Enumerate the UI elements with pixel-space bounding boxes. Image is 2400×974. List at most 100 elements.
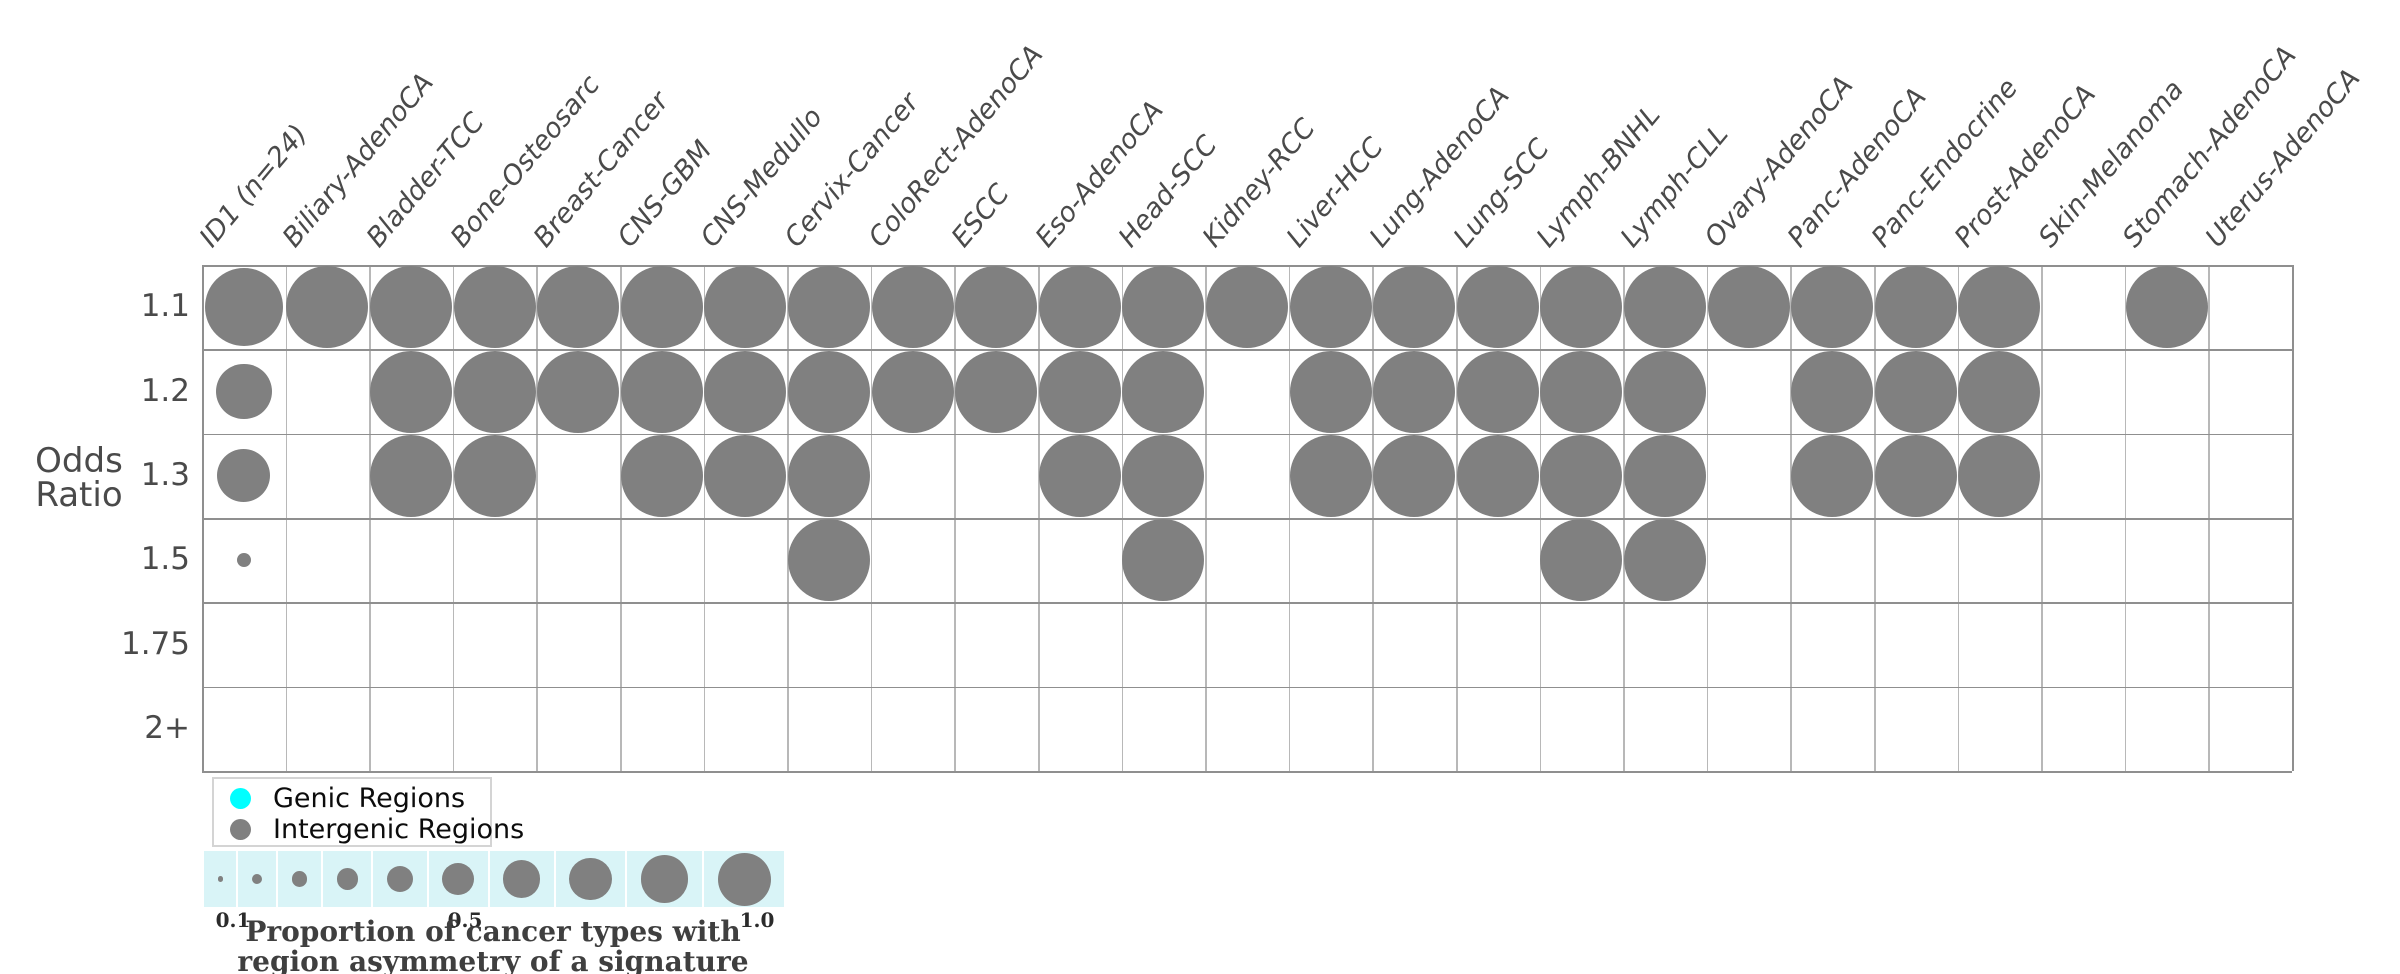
bubble-1.3-cervix-cancer <box>788 434 870 517</box>
bubble-1.2-id1-n-24- <box>215 363 272 420</box>
vertical-gridline <box>2292 265 2294 771</box>
bubble-1.2-escc <box>955 350 1038 433</box>
size-legend-cell-0.8 <box>555 851 626 907</box>
bubble-1.5-head-scc <box>1122 519 1205 602</box>
size-legend-caption-line2: region asymmetry of a signature <box>237 944 749 974</box>
size-legend-dot-0.1 <box>217 876 223 882</box>
bubble-1.5-lymph-bnhl <box>1540 519 1623 602</box>
horizontal-gridline <box>202 265 2292 267</box>
size-legend-cell-0.7 <box>489 851 554 907</box>
column-header-uterus-adenoca: Uterus-AdenoCA <box>2199 63 2367 254</box>
genic-regions-dot-icon <box>230 788 251 809</box>
horizontal-gridline <box>202 518 2292 520</box>
size-legend-cell-0.3 <box>278 851 321 907</box>
bubble-1.1-id1-n-24- <box>204 268 283 347</box>
bubble-1.3-bone-osteosarc <box>453 434 536 517</box>
bubble-1.3-bladder-tcc <box>370 434 452 517</box>
column-header-ovary-adenoca: Ovary-AdenoCA <box>1698 70 1859 254</box>
bubble-1.2-panc-adenoca <box>1791 350 1874 433</box>
bubble-1.2-lymph-cll <box>1624 350 1706 433</box>
bubble-1.2-cns-medullo <box>704 350 787 433</box>
size-legend-tick-1.0: 1.0 <box>739 908 775 932</box>
size-legend-cell-0.5 <box>373 851 427 907</box>
y-axis-title: Odds Ratio <box>14 444 144 512</box>
bubble-1.5-cervix-cancer <box>788 519 870 602</box>
size-legend-dot-0.6 <box>442 863 475 895</box>
y-tick-label-1.75: 1.75 <box>120 625 190 662</box>
legend-item-intergenic: Intergenic Regions <box>230 814 524 845</box>
size-legend-cell-0.4 <box>322 851 372 907</box>
bubble-1.1-biliary-adenoca <box>286 266 369 349</box>
size-legend-dot-0.9 <box>640 855 689 903</box>
bubble-1.2-liver-hcc <box>1289 350 1372 433</box>
bubble-1.2-eso-adenoca <box>1038 350 1121 433</box>
size-legend-dot-1 <box>717 852 771 906</box>
size-legend-strip <box>204 851 785 907</box>
column-header-panc-endocrine: Panc-Endocrine <box>1865 72 2025 254</box>
y-tick-label-1.2: 1.2 <box>140 372 190 409</box>
bubble-1.3-cns-gbm <box>620 434 703 517</box>
bubble-1.1-panc-endocrine <box>1874 266 1957 349</box>
bubble-1.1-lung-adenoca <box>1373 266 1456 349</box>
size-legend-dot-0.2 <box>251 873 263 885</box>
size-legend-dot-0.4 <box>336 868 358 890</box>
bubble-1.2-lymph-bnhl <box>1540 350 1623 433</box>
size-legend-dot-0.7 <box>503 860 541 898</box>
bubble-1.1-panc-adenoca <box>1791 266 1874 349</box>
bubble-1.2-cervix-cancer <box>788 350 870 433</box>
bubble-1.1-ovary-adenoca <box>1707 266 1790 349</box>
size-legend-cell-0.2 <box>238 851 277 907</box>
horizontal-gridline <box>202 686 2292 689</box>
size-legend-cell-0.1 <box>204 851 237 907</box>
bubble-1.2-bladder-tcc <box>370 350 452 433</box>
horizontal-gridline <box>202 771 2292 773</box>
bubble-1.1-prost-adenoca <box>1958 266 2041 349</box>
bubble-1.3-lymph-cll <box>1624 434 1706 517</box>
bubble-1.2-head-scc <box>1122 350 1205 433</box>
y-axis-title-line2: Ratio <box>35 475 123 515</box>
bubble-1.1-breast-cancer <box>537 266 620 349</box>
bubble-1.2-colorect-adenoca <box>871 350 954 433</box>
bubble-1.1-stomach-adenoca <box>2125 266 2208 349</box>
size-legend-cell-1 <box>704 851 785 907</box>
bubble-1.1-cns-gbm <box>620 266 703 349</box>
y-tick-label-1.1: 1.1 <box>140 288 190 325</box>
bubble-1.1-lung-scc <box>1456 266 1539 349</box>
bubble-1.3-lung-scc <box>1456 434 1539 517</box>
legend-label-intergenic: Intergenic Regions <box>273 814 525 845</box>
size-legend-caption: Proportion of cancer types with region a… <box>143 917 843 974</box>
bubble-1.3-head-scc <box>1122 434 1205 517</box>
y-tick-label-1.3: 1.3 <box>140 456 190 493</box>
legend: Genic Regions Intergenic Regions <box>212 777 524 847</box>
bubble-1.3-lymph-bnhl <box>1540 434 1623 517</box>
y-axis-title-line1: Odds <box>35 441 123 481</box>
horizontal-gridline <box>202 349 2292 351</box>
bubble-1.2-panc-endocrine <box>1874 350 1957 433</box>
bubble-1.1-bone-osteosarc <box>453 266 536 349</box>
size-legend-dot-0.3 <box>291 871 308 887</box>
bubble-1.3-prost-adenoca <box>1958 434 2041 517</box>
bubble-1.1-kidney-rcc <box>1206 266 1288 349</box>
bubble-1.3-liver-hcc <box>1289 434 1372 517</box>
bubble-1.3-panc-endocrine <box>1874 434 1957 517</box>
bubble-1.2-lung-adenoca <box>1373 350 1456 433</box>
bubble-1.1-head-scc <box>1122 266 1205 349</box>
column-header-escc: ESCC <box>945 178 1016 254</box>
size-legend-tick-0.5: 0.5 <box>447 908 483 932</box>
intergenic-regions-dot-icon <box>230 819 251 840</box>
size-legend-tick-0.1: 0.1 <box>215 908 251 932</box>
bubble-1.3-lung-adenoca <box>1373 434 1456 517</box>
bubble-1.3-id1-n-24- <box>217 449 271 503</box>
bubble-1.1-liver-hcc <box>1289 266 1372 349</box>
y-tick-label-1.5: 1.5 <box>140 541 190 578</box>
bubble-1.1-lymph-bnhl <box>1540 266 1623 349</box>
bubble-1.5-id1-n-24- <box>236 553 251 568</box>
bubble-1.3-cns-medullo <box>704 434 787 517</box>
column-header-bone-osteosarc: Bone-Osteosarc <box>444 69 606 254</box>
size-legend-caption-line1: Proportion of cancer types with <box>245 915 741 948</box>
horizontal-gridline <box>202 602 2292 604</box>
bubble-1.2-prost-adenoca <box>1958 350 2041 433</box>
bubble-1.1-lymph-cll <box>1624 266 1706 349</box>
y-tick-label-2plus: 2+ <box>144 709 190 746</box>
